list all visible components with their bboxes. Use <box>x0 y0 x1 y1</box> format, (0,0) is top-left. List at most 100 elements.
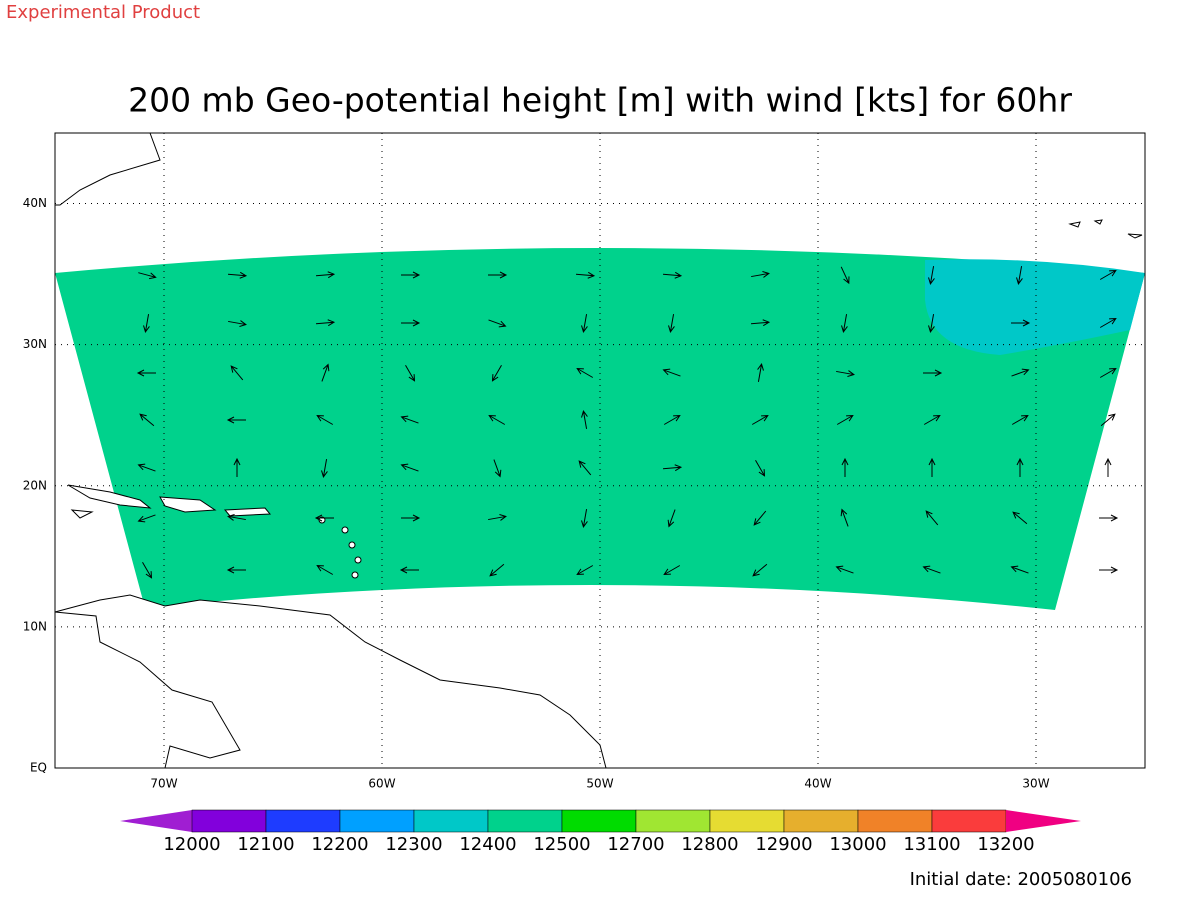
wind-arrow <box>315 319 336 327</box>
wind-arrow <box>923 414 941 425</box>
colorbar-label: 12700 <box>607 834 664 855</box>
coastline <box>54 132 161 206</box>
island <box>223 507 272 517</box>
wind-arrow <box>316 564 334 575</box>
wind-arrow <box>1099 566 1119 574</box>
wind-arrow <box>840 508 849 527</box>
wind-arrow <box>923 369 943 377</box>
island <box>351 571 359 579</box>
wind-arrow <box>142 561 153 579</box>
colorbar-box <box>191 809 267 833</box>
wind-arrow <box>751 414 769 425</box>
wind-arrow <box>488 514 507 521</box>
wind-arrow <box>928 314 935 333</box>
wind-arrow <box>488 319 507 328</box>
wind-arrow <box>143 314 150 333</box>
lon-label: 30W <box>1022 777 1049 791</box>
island <box>348 541 356 549</box>
wind-arrow <box>137 514 156 523</box>
wind-arrow <box>755 459 766 477</box>
wind-arrow <box>226 566 246 574</box>
wind-arrow <box>401 514 421 522</box>
lat-label: 10N <box>23 619 47 633</box>
wind-arrow <box>1016 457 1024 477</box>
colorbar-label: 12900 <box>755 834 812 855</box>
wind-arrow <box>662 368 681 377</box>
wind-arrow <box>576 367 594 378</box>
wind-arrow <box>581 509 588 528</box>
lon-label: 50W <box>586 777 613 791</box>
colorbar-box <box>561 809 637 833</box>
colorbar-box <box>857 809 933 833</box>
wind-arrow <box>321 363 330 382</box>
wind-arrow <box>751 271 770 278</box>
lat-label: 20N <box>23 478 47 492</box>
wind-arrow <box>750 319 771 327</box>
island <box>354 556 362 564</box>
lat-label: 40N <box>23 196 47 210</box>
wind-arrow <box>493 459 502 478</box>
wind-arrow <box>233 457 241 477</box>
wind-arrow <box>230 365 244 381</box>
header-label: Experimental Product <box>6 2 200 23</box>
colorbar-label: 12300 <box>385 834 442 855</box>
colorbar-label: 12100 <box>237 834 294 855</box>
colorbar-label: 13000 <box>829 834 886 855</box>
wind-arrow <box>488 414 506 425</box>
wind-arrow <box>488 271 508 279</box>
wind-arrow <box>835 565 854 574</box>
wind-arrow <box>228 320 247 327</box>
wind-arrow <box>581 314 588 333</box>
wind-arrow <box>1010 565 1029 574</box>
wind-arrow <box>321 459 328 478</box>
colorbar-label: 13100 <box>903 834 960 855</box>
wind-arrow <box>578 460 592 476</box>
wind-arrow <box>1099 514 1119 522</box>
wind-arrow <box>316 414 334 425</box>
height-field-high <box>925 259 1145 355</box>
colorbar-box <box>709 809 785 833</box>
colorbar-box <box>635 809 711 833</box>
wind-arrow <box>662 464 683 472</box>
lat-label: EQ <box>30 761 47 775</box>
wind-arrow <box>138 272 157 280</box>
colorbar-box <box>783 809 859 833</box>
wind-arrow <box>836 414 854 425</box>
height-field <box>55 248 1145 610</box>
colorbar-box <box>931 809 1007 833</box>
coastline <box>54 594 607 769</box>
wind-arrow <box>1099 269 1117 280</box>
colorbar: 12000 12100 12200 12300 12400 12500 12700 12800… <box>120 809 1081 855</box>
colorbar-arrow <box>120 810 192 832</box>
colorbar-label: 12400 <box>459 834 516 855</box>
wind-arrow <box>925 510 939 526</box>
wind-arrow <box>663 414 681 425</box>
wind-arrow <box>227 271 248 279</box>
wind-arrow <box>1099 317 1117 328</box>
wind-arrow <box>137 463 156 472</box>
title: 200 mb Geo-potential height [m] with win… <box>128 81 1072 120</box>
wind-arrow <box>226 416 246 424</box>
wind-arrow <box>663 565 681 576</box>
wind-arrow <box>576 565 594 576</box>
wind-arrow <box>922 565 941 574</box>
wind-arrow <box>315 271 336 279</box>
wind-arrow <box>401 271 421 279</box>
wind-arrow <box>668 314 675 333</box>
island <box>70 509 94 519</box>
wind-vectors <box>136 266 1119 579</box>
wind-arrow <box>1100 413 1116 427</box>
wind-arrow <box>491 364 502 382</box>
wind-arrow <box>1011 319 1031 327</box>
wind-arrow <box>399 566 419 574</box>
colorbar-box <box>487 809 563 833</box>
wind-arrow <box>400 463 419 472</box>
wind-arrow <box>757 363 764 382</box>
wind-arrow <box>139 413 155 427</box>
wind-arrow <box>405 364 416 382</box>
wind-arrow <box>1011 368 1030 377</box>
island <box>341 526 349 534</box>
colorbar-box <box>413 809 489 833</box>
wind-arrow <box>841 457 849 477</box>
